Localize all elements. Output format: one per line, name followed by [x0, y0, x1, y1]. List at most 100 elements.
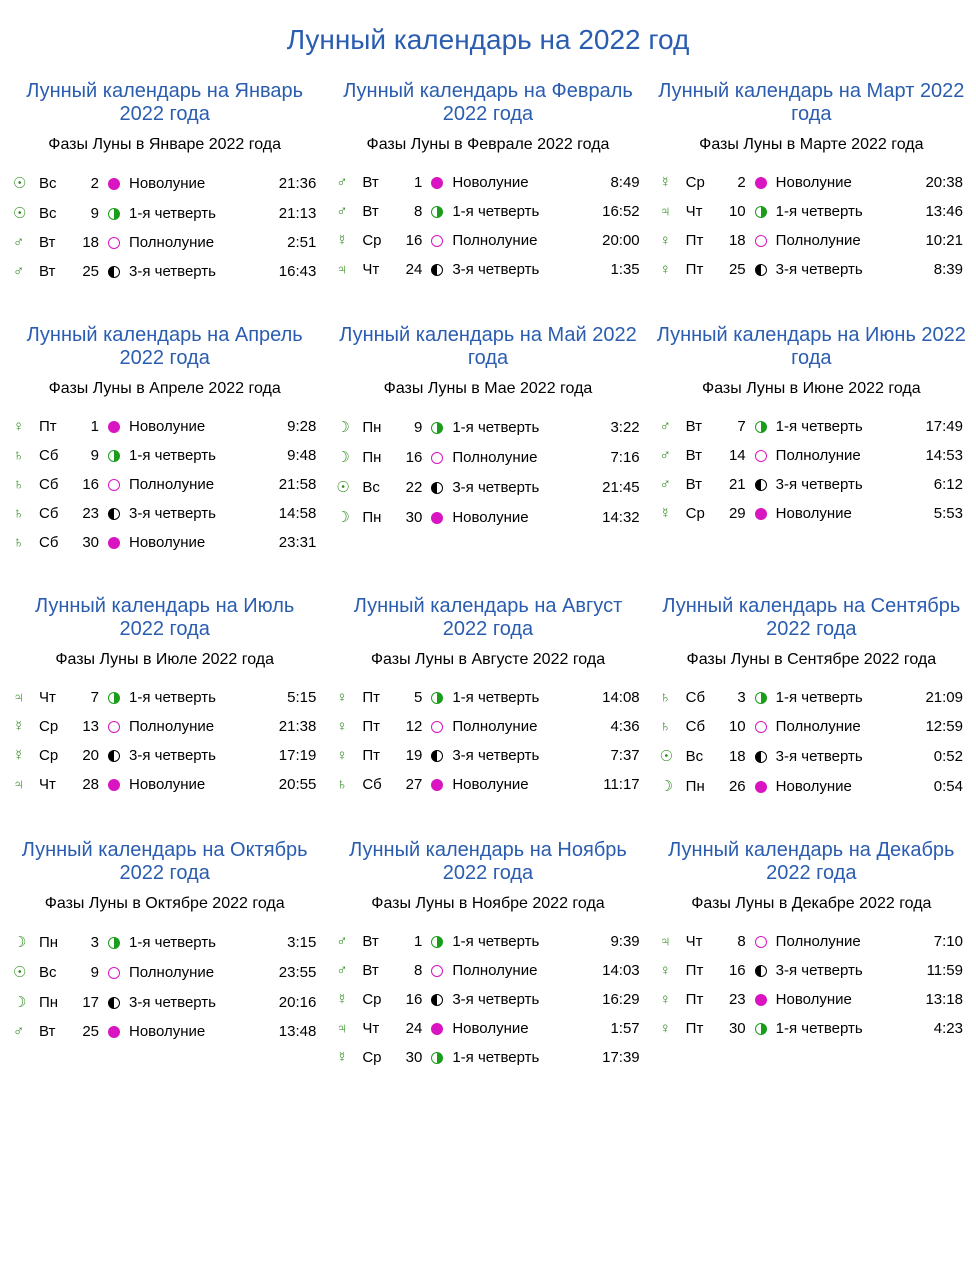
phase-link[interactable]: Полнолуние: [452, 962, 537, 979]
month-title-link[interactable]: Лунный календарь на Январь 2022 года: [26, 80, 303, 125]
phase-link[interactable]: 3-я четверть: [776, 962, 863, 979]
phase-link[interactable]: Новолуние: [776, 505, 852, 522]
month-title: Лунный календарь на Январь 2022 года: [10, 80, 319, 126]
phase-link[interactable]: Новолуние: [776, 991, 852, 1008]
phase-link[interactable]: 1-я четверть: [452, 1049, 539, 1066]
phase-link[interactable]: Полнолуние: [776, 933, 861, 950]
phase-link[interactable]: 3-я четверть: [129, 747, 216, 764]
phase-link[interactable]: 3-я четверть: [776, 261, 863, 278]
month-title-link[interactable]: Лунный календарь на Октябрь 2022 года: [22, 839, 308, 884]
moon-full-icon: [755, 721, 767, 733]
phase-link[interactable]: Полнолуние: [129, 476, 214, 493]
phase-row: ♀Пт51-я четверть14:08: [333, 683, 642, 712]
phase-link[interactable]: Полнолуние: [452, 232, 537, 249]
phase-link[interactable]: 1-я четверть: [129, 689, 216, 706]
phase-link[interactable]: Новолуние: [776, 174, 852, 191]
phase-link[interactable]: 1-я четверть: [452, 203, 539, 220]
jupiter-icon: ♃: [660, 203, 671, 220]
phase-link[interactable]: 1-я четверть: [129, 447, 216, 464]
phase-time: 23:31: [265, 528, 319, 557]
phase-time: 20:00: [589, 226, 643, 255]
phase-link[interactable]: Новолуние: [129, 534, 205, 551]
month-block: Лунный календарь на Август 2022 годаФазы…: [333, 595, 642, 801]
moon-first-icon: [108, 450, 120, 462]
moon-new-icon: [108, 421, 120, 433]
phase-link[interactable]: Новолуние: [129, 1023, 205, 1040]
day-of-week: Вт: [359, 927, 393, 956]
phase-link[interactable]: Полнолуние: [129, 234, 214, 251]
phase-link[interactable]: 1-я четверть: [452, 689, 539, 706]
phase-time: 7:37: [589, 741, 643, 770]
day-number: 1: [393, 927, 425, 956]
moon-icon: ☽: [336, 448, 349, 466]
phase-link[interactable]: 3-я четверть: [129, 263, 216, 280]
phase-link[interactable]: Полнолуние: [776, 232, 861, 249]
moon-first-icon: [431, 936, 443, 948]
phase-link[interactable]: 3-я четверть: [129, 994, 216, 1011]
month-title-link[interactable]: Лунный календарь на Август 2022 года: [354, 595, 623, 640]
phase-time: 11:17: [589, 770, 643, 799]
day-of-week: Пт: [683, 985, 717, 1014]
month-title-link[interactable]: Лунный календарь на Июль 2022 года: [35, 595, 294, 640]
phase-link[interactable]: 1-я четверть: [776, 689, 863, 706]
phase-link[interactable]: Новолуние: [129, 776, 205, 793]
phase-row: ♀Пт18Полнолуние10:21: [657, 226, 966, 255]
moon-phase-icon-cell: [749, 985, 773, 1014]
phase-link[interactable]: 3-я четверть: [776, 476, 863, 493]
moon-new-icon: [431, 1023, 443, 1035]
phase-link[interactable]: Новолуние: [776, 778, 852, 795]
phase-link[interactable]: Новолуние: [452, 174, 528, 191]
phase-link[interactable]: 3-я четверть: [452, 991, 539, 1008]
phase-name-cell: Полнолуние: [773, 712, 912, 741]
phase-link[interactable]: Полнолуние: [776, 447, 861, 464]
phase-row: ♀Пт193-я четверть7:37: [333, 741, 642, 770]
phase-table: ☿Ср2Новолуние20:38♃Чт101-я четверть13:46…: [657, 168, 966, 284]
planet-symbol-cell: ☽: [10, 927, 36, 957]
phase-link[interactable]: Новолуние: [452, 1020, 528, 1037]
phase-link[interactable]: 1-я четверть: [776, 418, 863, 435]
phase-link[interactable]: 3-я четверть: [129, 505, 216, 522]
phase-link[interactable]: Полнолуние: [452, 449, 537, 466]
phase-link[interactable]: 3-я четверть: [452, 261, 539, 278]
mercury-icon: ☿: [660, 174, 671, 191]
month-title: Лунный календарь на Апрель 2022 года: [10, 324, 319, 370]
phase-link[interactable]: Новолуние: [129, 418, 205, 435]
month-title-link[interactable]: Лунный календарь на Декабрь 2022 года: [668, 839, 954, 884]
phase-link[interactable]: Новолуние: [452, 509, 528, 526]
month-title-link[interactable]: Лунный календарь на Май 2022 года: [339, 324, 637, 369]
phase-link[interactable]: 3-я четверть: [452, 747, 539, 764]
phase-link[interactable]: Полнолуние: [129, 964, 214, 981]
month-title-link[interactable]: Лунный календарь на Февраль 2022 года: [343, 80, 633, 125]
phase-row: ♄Сб10Полнолуние12:59: [657, 712, 966, 741]
month-title-link[interactable]: Лунный календарь на Июнь 2022 года: [657, 324, 966, 369]
phase-link[interactable]: 3-я четверть: [776, 748, 863, 765]
day-number: 10: [717, 712, 749, 741]
phase-link[interactable]: 1-я четверть: [452, 933, 539, 950]
moon-icon: ☽: [336, 508, 349, 526]
month-title-link[interactable]: Лунный календарь на Сентябрь 2022 года: [662, 595, 960, 640]
phase-link[interactable]: Новолуние: [452, 776, 528, 793]
phase-link[interactable]: Полнолуние: [452, 718, 537, 735]
month-title-link[interactable]: Лунный календарь на Апрель 2022 года: [27, 324, 303, 369]
day-of-week: Вт: [36, 228, 70, 257]
month-title-link[interactable]: Лунный календарь на Ноябрь 2022 года: [349, 839, 627, 884]
day-of-week: Пт: [683, 226, 717, 255]
moon-phase-icon-cell: [102, 770, 126, 799]
moon-new-icon: [431, 177, 443, 189]
phase-link[interactable]: 1-я четверть: [776, 203, 863, 220]
month-title-link[interactable]: Лунный календарь на Март 2022 года: [658, 80, 964, 125]
moon-full-icon: [108, 237, 120, 249]
phase-link[interactable]: Полнолуние: [129, 718, 214, 735]
phase-link[interactable]: 1-я четверть: [129, 934, 216, 951]
phase-link[interactable]: 1-я четверть: [776, 1020, 863, 1037]
phase-row: ♂Вт1Новолуние8:49: [333, 168, 642, 197]
phase-link[interactable]: 3-я четверть: [452, 479, 539, 496]
phase-time: 14:32: [589, 502, 643, 532]
phase-link[interactable]: Полнолуние: [776, 718, 861, 735]
phase-link[interactable]: 1-я четверть: [129, 205, 216, 222]
phase-link[interactable]: 1-я четверть: [452, 419, 539, 436]
phase-link[interactable]: Новолуние: [129, 175, 205, 192]
moon-first-icon: [755, 692, 767, 704]
day-of-week: Сб: [36, 528, 70, 557]
moon-phase-icon-cell: [749, 741, 773, 771]
